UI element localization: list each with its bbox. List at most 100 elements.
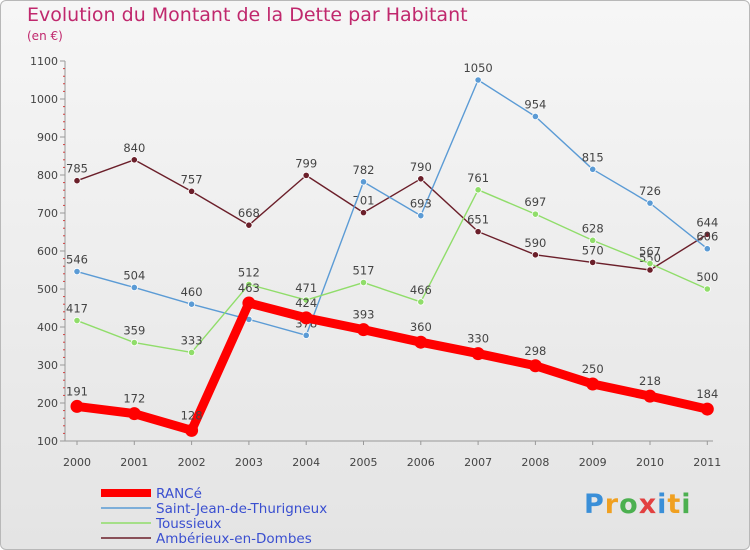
x-tick-label: 2009 — [579, 456, 607, 469]
data-label: 360 — [410, 320, 432, 334]
y-tick-label: 1000 — [30, 93, 58, 106]
data-point — [73, 267, 81, 276]
data-label: 512 — [238, 265, 260, 279]
data-point — [471, 347, 485, 361]
data-point — [703, 285, 711, 293]
data-label: 606 — [696, 230, 718, 244]
data-point — [703, 245, 711, 253]
data-label: 567 — [639, 245, 661, 259]
chart-subtitle: (en €) — [27, 29, 63, 43]
logo-letter: r — [604, 489, 620, 520]
data-point — [646, 259, 654, 268]
logo-letter: P — [584, 489, 605, 520]
data-point — [531, 251, 540, 259]
data-point — [359, 178, 368, 186]
y-tick-label: 700 — [37, 207, 58, 220]
data-label: 471 — [295, 281, 317, 295]
data-label: 184 — [696, 387, 718, 401]
y-tick-label: 300 — [37, 359, 58, 372]
data-label: 218 — [639, 374, 661, 388]
data-label: 250 — [582, 362, 604, 376]
data-point — [528, 359, 542, 373]
data-point — [188, 300, 196, 308]
data-label: 668 — [238, 206, 260, 220]
data-point — [589, 236, 597, 244]
proxiti-logo: Proxiti — [584, 489, 692, 520]
data-point — [531, 112, 540, 121]
data-label: 330 — [467, 332, 489, 346]
data-point — [703, 230, 711, 238]
data-point — [643, 389, 657, 403]
data-point — [70, 399, 84, 413]
data-label: 417 — [66, 302, 88, 316]
data-point — [302, 331, 310, 339]
data-label: 799 — [295, 156, 317, 170]
data-label: 954 — [524, 97, 546, 111]
data-label: 424 — [295, 296, 317, 310]
data-label: 128 — [181, 408, 203, 422]
x-tick-label: 2011 — [693, 456, 721, 469]
data-label: 757 — [181, 172, 203, 186]
x-tick-label: 2005 — [350, 456, 378, 469]
data-point — [589, 258, 597, 266]
data-label: 463 — [238, 281, 260, 295]
logo-letter: x — [638, 489, 658, 520]
data-point — [700, 402, 714, 416]
series-line-saint-jean-de-thurigneux — [76, 79, 708, 337]
data-point — [245, 221, 253, 229]
y-tick-label: 600 — [37, 245, 58, 258]
series-line-ranc- — [72, 298, 712, 435]
data-label: 500 — [696, 270, 718, 284]
data-label: 333 — [181, 333, 203, 347]
data-label: 460 — [181, 285, 203, 299]
data-point — [417, 175, 425, 183]
data-label: 726 — [639, 184, 661, 198]
data-point — [646, 199, 654, 207]
data-point — [474, 228, 482, 236]
data-label: 785 — [66, 162, 88, 176]
data-point — [130, 338, 138, 347]
data-label: 693 — [410, 197, 432, 211]
logo-letter: i — [681, 489, 692, 520]
series-line-toussieux — [76, 189, 708, 354]
data-point — [130, 283, 138, 292]
data-label: 790 — [410, 160, 432, 174]
data-point — [127, 407, 141, 421]
data-label: 761 — [467, 171, 489, 185]
legend-label: Saint-Jean-de-Thurigneux — [156, 501, 327, 517]
data-point — [531, 210, 540, 218]
x-tick-label: 2000 — [63, 456, 91, 469]
y-tick-label: 500 — [37, 283, 58, 296]
data-label: 517 — [353, 264, 375, 278]
y-tick-label: 200 — [37, 397, 58, 410]
series-line-amb-rieux-en-dombes — [76, 159, 708, 271]
x-tick-label: 2008 — [521, 456, 549, 469]
data-label: 504 — [123, 268, 145, 282]
data-label: 644 — [696, 215, 718, 229]
legend-label: Ambérieux-en-Dombes — [156, 531, 312, 547]
logo-letter: i — [657, 489, 668, 520]
x-tick-label: 2010 — [636, 456, 664, 469]
data-label: 815 — [582, 150, 604, 164]
data-label: 782 — [353, 163, 375, 177]
chart-title: Evolution du Montant de la Dette par Hab… — [27, 4, 468, 26]
y-tick-label: 100 — [37, 435, 58, 448]
data-point — [245, 280, 253, 289]
data-point — [589, 165, 597, 173]
data-label: 191 — [66, 384, 88, 398]
data-point — [302, 296, 310, 304]
data-label: 466 — [410, 283, 432, 297]
logo-letter: o — [619, 489, 639, 520]
data-point — [188, 187, 196, 195]
data-label: 651 — [467, 213, 489, 227]
y-tick-label: 800 — [37, 169, 58, 182]
data-point — [357, 323, 370, 337]
legend-label: Toussieux — [155, 516, 221, 532]
data-point — [586, 377, 600, 391]
data-point — [73, 177, 81, 185]
y-tick-label: 1100 — [30, 55, 58, 68]
data-point — [302, 171, 310, 179]
data-point — [646, 266, 654, 274]
